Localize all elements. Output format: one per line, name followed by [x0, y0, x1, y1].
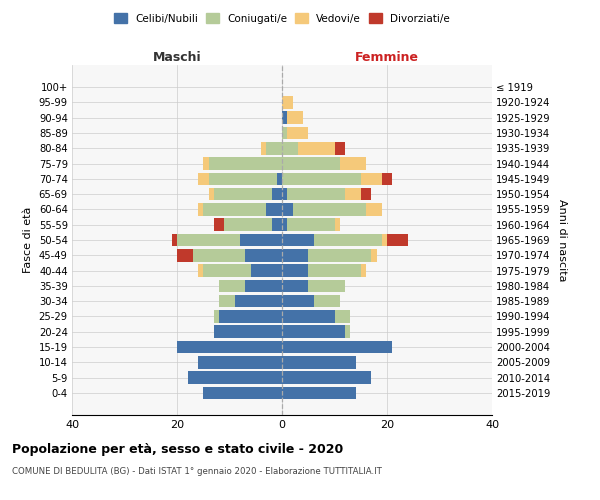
Bar [177, 340, 282, 353]
Bar [282, 172, 361, 185]
Bar [198, 172, 209, 185]
Bar [335, 142, 345, 154]
Bar [282, 326, 345, 338]
Bar [282, 249, 308, 262]
Bar [219, 310, 282, 322]
Bar [240, 234, 282, 246]
Bar [266, 142, 282, 154]
Bar [287, 112, 303, 124]
Bar [235, 295, 282, 308]
Bar [298, 142, 335, 154]
Bar [214, 326, 282, 338]
Bar [282, 310, 335, 322]
Bar [251, 264, 282, 277]
Bar [203, 386, 282, 399]
Bar [282, 372, 371, 384]
Bar [308, 280, 345, 292]
Text: COMUNE DI BEDULITA (BG) - Dati ISTAT 1° gennaio 2020 - Elaborazione TUTTITALIA.I: COMUNE DI BEDULITA (BG) - Dati ISTAT 1° … [12, 468, 382, 476]
Bar [371, 249, 377, 262]
Bar [219, 280, 245, 292]
Bar [361, 188, 371, 200]
Bar [282, 386, 355, 399]
Bar [314, 234, 382, 246]
Text: Maschi: Maschi [152, 52, 202, 64]
Bar [282, 112, 287, 124]
Bar [282, 340, 392, 353]
Bar [214, 218, 224, 231]
Bar [282, 158, 340, 170]
Bar [214, 188, 271, 200]
Bar [266, 203, 282, 215]
Bar [366, 203, 382, 215]
Bar [361, 264, 366, 277]
Bar [282, 188, 287, 200]
Bar [193, 249, 245, 262]
Bar [224, 218, 271, 231]
Legend: Celibi/Nubili, Coniugati/e, Vedovi/e, Divorziati/e: Celibi/Nubili, Coniugati/e, Vedovi/e, Di… [111, 10, 453, 26]
Bar [282, 203, 293, 215]
Bar [198, 264, 203, 277]
Bar [335, 218, 340, 231]
Bar [282, 356, 355, 368]
Bar [203, 264, 251, 277]
Bar [282, 218, 287, 231]
Bar [340, 158, 366, 170]
Bar [219, 295, 235, 308]
Bar [282, 264, 308, 277]
Bar [382, 172, 392, 185]
Bar [277, 172, 282, 185]
Bar [187, 372, 282, 384]
Bar [308, 249, 371, 262]
Bar [345, 326, 350, 338]
Bar [203, 203, 266, 215]
Bar [209, 188, 214, 200]
Y-axis label: Anni di nascita: Anni di nascita [557, 198, 568, 281]
Bar [287, 127, 308, 140]
Bar [177, 234, 240, 246]
Bar [382, 234, 387, 246]
Bar [345, 188, 361, 200]
Bar [361, 172, 382, 185]
Bar [271, 218, 282, 231]
Bar [198, 203, 203, 215]
Bar [387, 234, 408, 246]
Bar [282, 127, 287, 140]
Bar [308, 264, 361, 277]
Bar [293, 203, 366, 215]
Bar [245, 280, 282, 292]
Bar [261, 142, 266, 154]
Bar [282, 280, 308, 292]
Bar [271, 188, 282, 200]
Bar [172, 234, 177, 246]
Bar [282, 142, 298, 154]
Bar [335, 310, 350, 322]
Bar [177, 249, 193, 262]
Text: Femmine: Femmine [355, 52, 419, 64]
Bar [198, 356, 282, 368]
Bar [209, 172, 277, 185]
Bar [287, 188, 345, 200]
Bar [214, 310, 219, 322]
Bar [245, 249, 282, 262]
Bar [209, 158, 282, 170]
Text: Popolazione per età, sesso e stato civile - 2020: Popolazione per età, sesso e stato civil… [12, 442, 343, 456]
Bar [287, 218, 335, 231]
Bar [282, 295, 314, 308]
Bar [203, 158, 209, 170]
Bar [282, 96, 293, 108]
Y-axis label: Fasce di età: Fasce di età [23, 207, 33, 273]
Bar [282, 234, 314, 246]
Bar [314, 295, 340, 308]
